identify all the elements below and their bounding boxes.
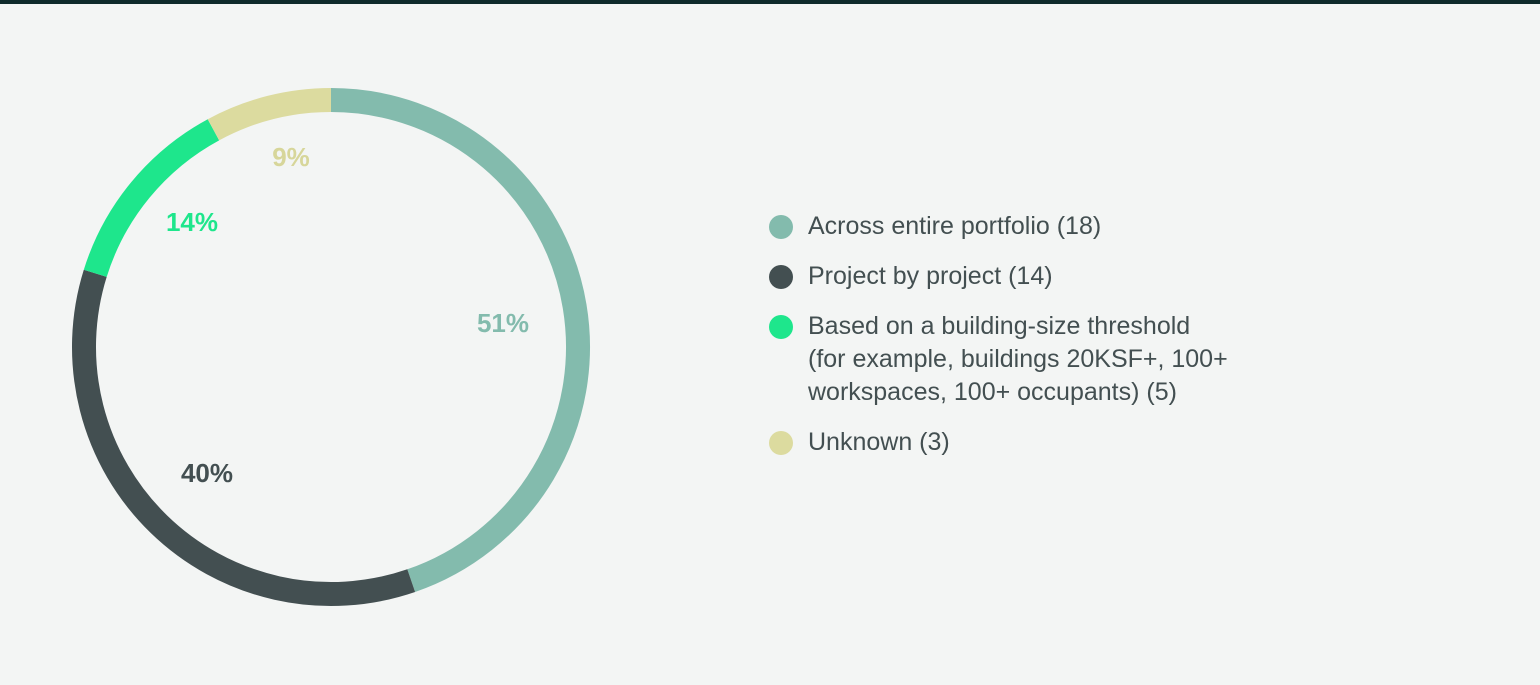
legend-swatch <box>769 431 793 455</box>
donut-slice-3 <box>83 119 220 277</box>
legend-item: Across entire portfolio (18) <box>769 210 1329 243</box>
donut-slice-4 <box>207 88 332 141</box>
slice-value-label-4: 9% <box>272 142 310 172</box>
legend-label-line: workspaces, 100+ occupants) (5) <box>808 378 1177 406</box>
legend-label-line: Across entire portfolio (18) <box>808 212 1102 240</box>
slice-value-label-3: 14% <box>166 207 218 237</box>
legend-label: Project by project (14) <box>808 260 1053 293</box>
legend-label-line: Unknown (3) <box>808 428 950 456</box>
legend-item: Project by project (14) <box>769 260 1329 293</box>
legend-label-line: Project by project (14) <box>808 262 1053 290</box>
legend-label-line: Based on a building-size threshold <box>808 312 1191 340</box>
legend-label: Across entire portfolio (18) <box>808 210 1101 243</box>
legend-item: Unknown (3) <box>769 426 1329 459</box>
legend-swatch <box>769 315 793 339</box>
chart-legend: Across entire portfolio (18) Project by p… <box>769 210 1329 476</box>
donut-slice-1 <box>330 88 590 592</box>
legend-item: Based on a building-size threshold (for e… <box>769 310 1329 409</box>
slice-value-label-2: 40% <box>181 458 233 488</box>
legend-swatch <box>769 215 793 239</box>
legend-label-line: (for example, buildings 20KSF+, 100+ <box>808 345 1228 373</box>
legend-label: Based on a building-size threshold (for e… <box>808 310 1228 409</box>
legend-swatch <box>769 265 793 289</box>
donut-slice-2 <box>72 269 416 606</box>
slice-value-label-1: 51% <box>477 308 529 338</box>
donut-value-labels: 51% 40% 14% 9% <box>166 142 529 488</box>
legend-label: Unknown (3) <box>808 426 950 459</box>
top-rule <box>0 0 1540 4</box>
donut-slices <box>72 88 590 606</box>
